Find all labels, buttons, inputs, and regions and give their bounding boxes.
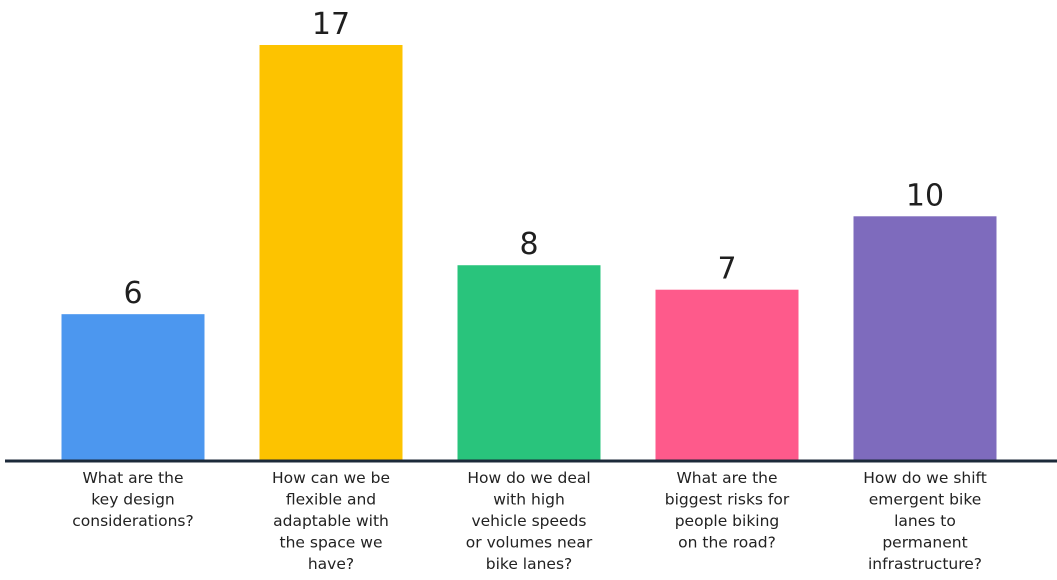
bar-1 <box>61 314 205 461</box>
category-label-1: What are the key design considerations? <box>72 469 193 530</box>
category-label-4: What are the biggest risks for people biki… <box>665 469 790 552</box>
category-label-line: vehicle speeds <box>471 512 586 530</box>
category-label-line: or volumes near <box>466 534 593 552</box>
category-label-line: permanent <box>882 534 967 552</box>
bar-value-label-5: 10 <box>906 178 944 213</box>
bar-value-label-1: 6 <box>123 276 142 311</box>
category-label-line: key design <box>91 491 174 509</box>
category-label-line: infrastructure? <box>868 555 982 573</box>
bar-3 <box>457 265 601 461</box>
category-label-line: the space we <box>280 534 383 552</box>
category-label-line: with high <box>493 491 565 509</box>
category-label-line: What are the <box>82 469 183 487</box>
bar-4 <box>655 289 799 461</box>
category-label-2: How can we be flexible and adaptable with t… <box>272 469 390 573</box>
category-label-line: adaptable with <box>273 512 389 530</box>
category-label-line: considerations? <box>72 512 193 530</box>
category-label-line: have? <box>308 555 354 573</box>
category-label-5: How do we shift emergent bike lanes to perm… <box>863 469 987 573</box>
category-label-line: bike lanes? <box>486 555 573 573</box>
category-labels-group: What are the key design considerations? How… <box>72 469 987 573</box>
category-label-line: lanes to <box>894 512 956 530</box>
category-label-3: How do we deal with high vehicle speeds or … <box>466 469 593 573</box>
bar-value-label-3: 8 <box>519 227 538 262</box>
category-label-line: What are the <box>676 469 777 487</box>
category-label-line: people biking <box>675 512 780 530</box>
bar-value-label-4: 7 <box>717 252 736 287</box>
category-label-line: flexible and <box>286 491 376 509</box>
category-label-line: How do we deal <box>467 469 590 487</box>
category-label-line: How do we shift <box>863 469 987 487</box>
bar-value-label-2: 17 <box>312 7 350 42</box>
bar-5 <box>853 216 997 461</box>
bar-2 <box>259 45 403 461</box>
category-label-line: emergent bike <box>869 491 982 509</box>
category-label-line: How can we be <box>272 469 390 487</box>
category-label-line: on the road? <box>678 534 776 552</box>
bars-group <box>61 45 997 461</box>
value-labels-group: 6 17 8 7 10 <box>123 7 944 311</box>
category-label-line: biggest risks for <box>665 491 790 509</box>
